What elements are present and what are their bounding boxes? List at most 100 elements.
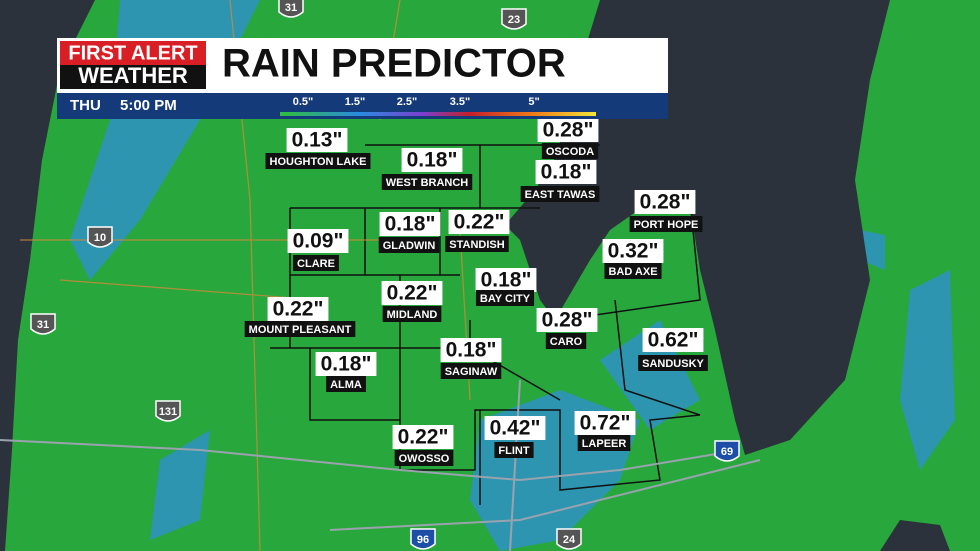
- city-box: [265, 153, 371, 169]
- amount-box: [536, 308, 598, 332]
- amount-box: [286, 128, 348, 152]
- amount-box: [392, 425, 454, 449]
- amount-box: [484, 416, 546, 440]
- city-name: FLINT: [498, 445, 529, 457]
- amount-box: [267, 297, 329, 321]
- time: 5:00 PM: [120, 97, 177, 114]
- city-box: [577, 435, 631, 451]
- amount: 0.18": [385, 213, 436, 236]
- highway-shield: [30, 313, 56, 335]
- logo-bottom: WEATHER: [78, 63, 188, 88]
- city-box: [382, 306, 442, 322]
- amount: 0.09": [293, 230, 344, 253]
- city-name: SAGINAW: [445, 366, 498, 378]
- amount: 0.13": [292, 129, 343, 152]
- city-name: GLADWIN: [383, 240, 436, 252]
- city-box: [629, 216, 703, 232]
- city-name: BAY CITY: [480, 293, 531, 305]
- highway-shield: [278, 0, 304, 18]
- city-name: PORT HOPE: [634, 219, 699, 231]
- amount: 0.18": [541, 161, 592, 184]
- amount: 0.22": [273, 298, 324, 321]
- city-name: BAD AXE: [608, 266, 657, 278]
- highway-number: 24: [563, 534, 576, 546]
- legend-label: 0.5": [293, 96, 314, 108]
- amount: 0.28": [542, 309, 593, 332]
- highways-lines: [0, 379, 761, 551]
- logo-top-bg: [60, 41, 206, 65]
- logo-bottom-bg: [60, 65, 206, 89]
- city-box: [604, 263, 662, 279]
- city-name: WEST BRANCH: [386, 177, 469, 189]
- amount-box: [315, 352, 377, 376]
- city-name: MIDLAND: [387, 309, 438, 321]
- highway-shield: [556, 528, 582, 550]
- highway-number: 96: [417, 534, 429, 546]
- legend-label: 5": [528, 96, 539, 108]
- amount-box: [537, 118, 599, 142]
- city-name: OSCODA: [546, 146, 594, 158]
- logo-top: FIRST ALERT: [68, 42, 197, 64]
- highway-number: 10: [94, 232, 106, 244]
- amount-box: [448, 210, 510, 234]
- amount: 0.18": [407, 149, 458, 172]
- amount: 0.18": [321, 353, 372, 376]
- legend-label: 1.5": [345, 96, 366, 108]
- amount: 0.42": [490, 417, 541, 440]
- amount-box: [287, 229, 349, 253]
- city-name: STANDISH: [449, 239, 504, 251]
- amount-box: [379, 212, 441, 236]
- amount: 0.72": [580, 412, 631, 435]
- amount: 0.28": [543, 119, 594, 142]
- city-name: SANDUSKY: [642, 358, 704, 370]
- title: RAIN PREDICTOR: [222, 42, 566, 86]
- amount: 0.32": [608, 240, 659, 263]
- highway-shield: [714, 440, 740, 462]
- city-name: ALMA: [330, 379, 362, 391]
- city-box: [545, 333, 587, 349]
- amount-box: [440, 338, 502, 362]
- city-name: OWOSSO: [399, 453, 450, 465]
- highway-number: 131: [159, 406, 177, 418]
- amount: 0.22": [398, 426, 449, 449]
- city-box: [381, 174, 473, 190]
- city-box: [475, 290, 535, 306]
- amount-box: [574, 411, 636, 435]
- amount: 0.18": [481, 269, 532, 292]
- city-box: [378, 237, 440, 253]
- highway-number: 31: [37, 319, 49, 331]
- city-name: EAST TAWAS: [525, 189, 596, 201]
- city-box: [244, 321, 356, 337]
- city-box: [494, 442, 534, 458]
- amount: 0.62": [648, 329, 699, 352]
- highway-shield: [87, 226, 113, 248]
- city-box: [541, 143, 599, 159]
- city-name: CLARE: [297, 258, 335, 270]
- day: THU: [70, 97, 101, 114]
- amount-box: [401, 148, 463, 172]
- city-box: [445, 236, 509, 252]
- city-box: [440, 363, 502, 379]
- highway-number: 31: [285, 2, 297, 14]
- amount-box: [535, 160, 597, 184]
- legend-bar: [280, 112, 596, 116]
- legend-label: 3.5": [450, 96, 471, 108]
- city-name: LAPEER: [582, 438, 627, 450]
- city-box: [394, 450, 454, 466]
- amount-box: [642, 328, 704, 352]
- amount-box: [602, 239, 664, 263]
- amount: 0.22": [454, 211, 505, 234]
- legend-label: 2.5": [397, 96, 418, 108]
- amount: 0.22": [387, 282, 438, 305]
- city-name: MOUNT PLEASANT: [249, 324, 352, 336]
- city-name: HOUGHTON LAKE: [270, 156, 367, 168]
- city-name: CARO: [550, 336, 583, 348]
- amount-box: [475, 268, 537, 292]
- highway-shield: [410, 528, 436, 550]
- amount-box: [634, 190, 696, 214]
- highway-number: 23: [508, 14, 520, 26]
- amount: 0.18": [446, 339, 497, 362]
- city-box: [326, 376, 366, 392]
- highway-shield: [501, 8, 527, 30]
